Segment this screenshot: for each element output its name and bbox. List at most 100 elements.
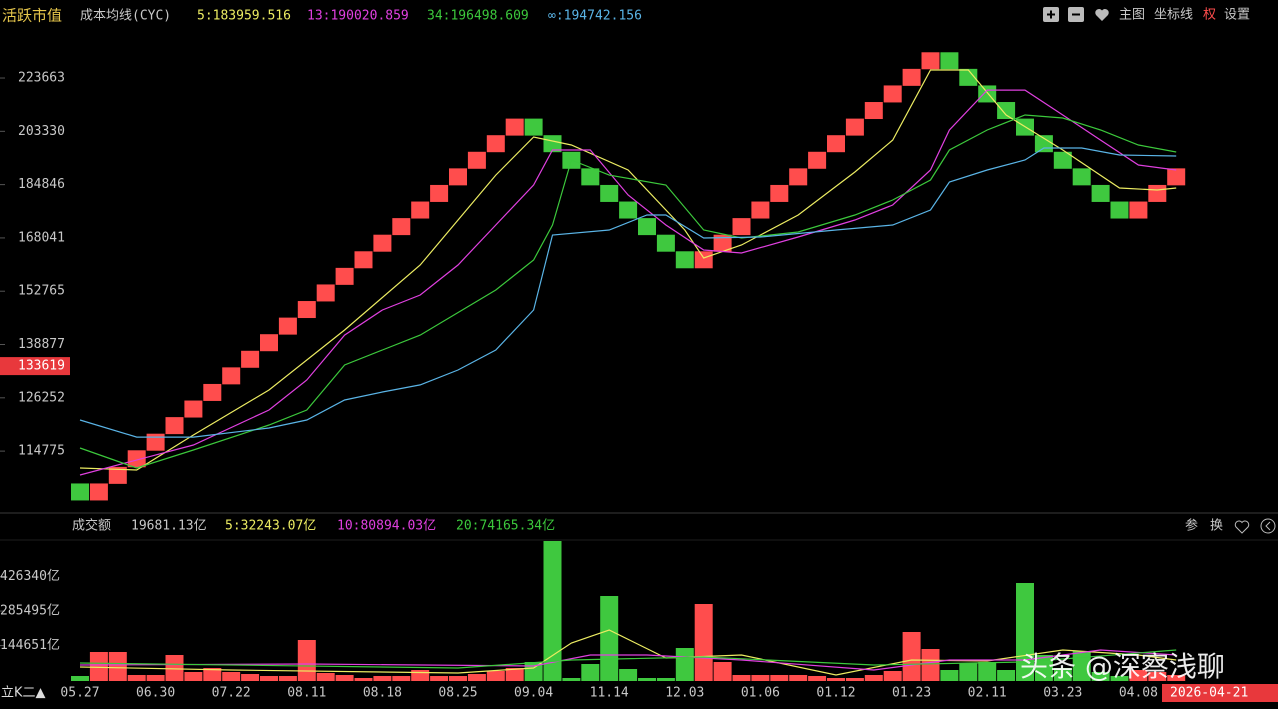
volume-bar xyxy=(1148,672,1167,681)
legend-entry: ∞:194742.156 xyxy=(548,9,642,24)
volume-bar xyxy=(430,676,449,681)
volume-bar xyxy=(694,604,713,681)
volume-bar xyxy=(845,677,864,681)
toolbar-button[interactable]: 权 xyxy=(1203,7,1216,23)
volume-bar xyxy=(222,672,241,681)
brick xyxy=(392,218,411,236)
x-tick-label: 01.12 xyxy=(816,686,855,701)
volume-bar xyxy=(505,668,524,681)
volume-bar xyxy=(1053,668,1072,681)
zoom-in[interactable] xyxy=(1043,7,1059,22)
favorite[interactable] xyxy=(1095,8,1109,21)
volume-bar xyxy=(392,676,411,681)
volume-bar xyxy=(997,669,1016,681)
x-tick-label: 08.11 xyxy=(287,686,326,701)
brick xyxy=(335,267,354,285)
volume-bar xyxy=(978,661,997,681)
y-tick-label: 144651亿 xyxy=(0,638,60,653)
toolbar-button[interactable]: 坐标线 xyxy=(1154,8,1193,23)
brick xyxy=(278,317,297,335)
brick xyxy=(883,85,902,103)
y-tick-label: 152765 xyxy=(18,284,65,299)
volume-bar xyxy=(562,677,581,681)
volume-bar xyxy=(921,649,940,681)
brick xyxy=(1129,201,1148,219)
brick xyxy=(524,118,543,136)
volume-bar xyxy=(638,677,656,681)
brick xyxy=(1091,184,1110,202)
x-tick-label: 07.22 xyxy=(212,686,251,701)
current-value-box xyxy=(0,357,70,376)
collapse[interactable] xyxy=(1260,518,1276,534)
volume-bar xyxy=(808,676,827,681)
legend-entry: 10:80894.03亿 xyxy=(337,519,436,534)
volume-bar xyxy=(260,676,278,681)
volume-bar xyxy=(713,661,732,681)
brick xyxy=(165,417,184,435)
brick xyxy=(467,151,486,169)
brick xyxy=(1148,184,1167,202)
brick xyxy=(713,234,732,252)
brick xyxy=(619,201,638,219)
volume-bar xyxy=(184,672,203,681)
volume-bar xyxy=(902,632,921,681)
volume-bar xyxy=(373,676,392,681)
x-tick-label: 04.08 xyxy=(1119,686,1158,701)
x-tick-label: 08.25 xyxy=(438,686,477,701)
x-tick-label: 05.27 xyxy=(60,686,99,701)
volume-bar xyxy=(165,654,184,681)
brick xyxy=(1110,201,1129,219)
volume-bar xyxy=(203,668,222,681)
brick xyxy=(732,218,751,236)
indicator-name: 成本均线(CYC) xyxy=(80,9,171,24)
toolbar-button[interactable]: 换 xyxy=(1210,519,1223,534)
volume-bar xyxy=(1072,650,1091,681)
toolbar-button[interactable]: 参 xyxy=(1185,518,1198,534)
volume-bar xyxy=(146,674,165,681)
volume-bar xyxy=(278,676,297,681)
zoom-out[interactable] xyxy=(1068,7,1084,22)
volume-bar xyxy=(449,676,467,681)
brick xyxy=(902,68,921,86)
volume-bar xyxy=(732,674,751,681)
brick xyxy=(808,151,827,169)
brick xyxy=(297,301,316,319)
legend-entry: 34:196498.609 xyxy=(427,9,529,24)
brick xyxy=(1053,151,1072,169)
x-tick-label: 01.23 xyxy=(892,686,931,701)
brick xyxy=(146,433,165,451)
volume-bar xyxy=(959,662,978,681)
x-tick-label: 09.04 xyxy=(514,686,553,701)
volume-bar xyxy=(108,652,127,681)
legend-entry: 5:183959.516 xyxy=(197,9,291,24)
volume-bar xyxy=(883,670,902,681)
period-label: 立K二▲ xyxy=(1,686,46,701)
brick xyxy=(694,251,713,269)
brick xyxy=(751,201,770,219)
brick xyxy=(675,251,694,269)
x-tick-label: 08.18 xyxy=(363,686,402,701)
x-tick-label: 01.06 xyxy=(741,686,780,701)
volume-bar xyxy=(71,676,89,681)
brick xyxy=(373,234,392,252)
volume-bar xyxy=(241,673,260,681)
favorite[interactable] xyxy=(1234,520,1250,534)
brick xyxy=(71,483,89,501)
y-tick-label: 285495亿 xyxy=(0,604,60,619)
brick xyxy=(89,483,108,501)
cursor-date-box xyxy=(1162,684,1278,702)
brick xyxy=(222,367,241,385)
volume-bar xyxy=(581,664,600,681)
brick xyxy=(260,334,278,352)
brick xyxy=(789,168,808,186)
brick xyxy=(108,466,127,484)
volume-bar xyxy=(1091,672,1110,681)
brick xyxy=(638,218,656,236)
toolbar-button[interactable]: 主图 xyxy=(1119,8,1145,23)
brick xyxy=(127,450,146,468)
toolbar-button[interactable]: 设置 xyxy=(1224,8,1250,23)
volume-bar xyxy=(1034,654,1053,681)
volume-bar xyxy=(789,674,808,681)
brick xyxy=(430,184,449,202)
